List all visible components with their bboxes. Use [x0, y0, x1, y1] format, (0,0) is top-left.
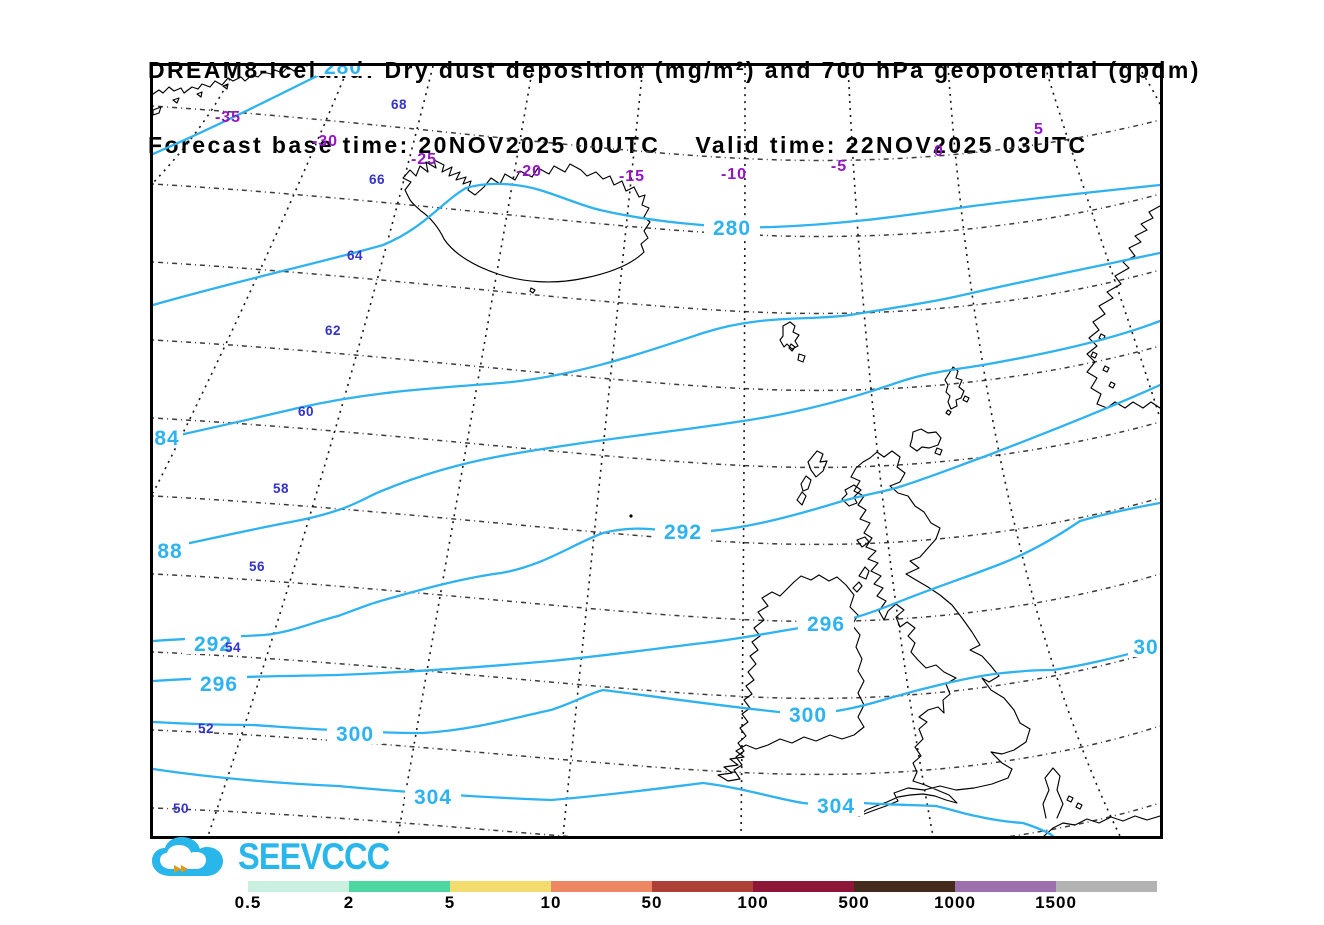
contour-label-280: 280 — [713, 217, 751, 240]
chart-title-line2: Forecast base time: 20NOV2025 00UTC Vali… — [148, 132, 1088, 158]
cotentin-coast — [1042, 767, 1064, 819]
contour-label-288: 88 — [157, 540, 182, 563]
lon-label--25: -25 — [411, 151, 437, 168]
colorbar-segment — [854, 881, 955, 892]
faroe-islands-coast — [779, 321, 806, 363]
contour-label-292-west: 292 — [194, 633, 232, 656]
colorbar-tick-label: 10 — [540, 893, 562, 912]
contour-280-north — [153, 66, 339, 156]
contour-284 — [173, 251, 1160, 438]
lat-label-56: 56 — [249, 559, 265, 574]
contour-label-280-top: 280 — [324, 66, 362, 79]
contour-labels: 280 280 84 88 292 296 300 304 292 296 30… — [154, 66, 1158, 818]
contour-304 — [153, 767, 1055, 836]
contour-label-304-west: 304 — [414, 786, 452, 809]
orkney-coast — [909, 428, 943, 456]
coastlines — [153, 66, 1160, 836]
contour-label-304: 304 — [817, 795, 855, 818]
colorbar-tick-label: 5 — [444, 893, 456, 912]
colorbar-tick-label: 2 — [343, 893, 355, 912]
contour-292 — [153, 383, 1160, 643]
lon-label--10: -10 — [721, 166, 747, 183]
lat-label-52: 52 — [198, 721, 214, 736]
lat-label-60: 60 — [298, 404, 314, 419]
chart-title-line1: DREAM8-Iceland: Dry dust deposition (mg/… — [148, 57, 1201, 83]
colorbar-tick-label: 50 — [641, 893, 663, 912]
lon-label-5: 5 — [1034, 121, 1044, 138]
colorbar-segment — [551, 881, 652, 892]
lat-label-68: 68 — [391, 97, 407, 112]
colorbar-segment — [450, 881, 551, 892]
colorbar-labels: 0.5 2 5 10 50 100 500 1000 1500 — [235, 893, 1157, 915]
colorbar-tick-label: 1000 — [934, 893, 976, 912]
colorbar-tick-label: 100 — [737, 893, 769, 912]
colorbar-segment — [753, 881, 854, 892]
colorbar-segment — [955, 881, 1056, 892]
lat-label-50: 50 — [173, 801, 189, 816]
iceland-coast — [402, 159, 651, 283]
lon-label--15: -15 — [619, 168, 645, 185]
ireland-coast — [717, 574, 865, 782]
lat-label-64: 64 — [347, 248, 363, 263]
map-panel: 280 280 84 88 292 296 300 304 292 296 30… — [150, 63, 1163, 839]
greenland-coast — [153, 66, 308, 95]
contour-label-300: 300 — [789, 704, 827, 727]
contour-label-300-west: 300 — [336, 723, 374, 746]
hebrides-coast — [796, 450, 870, 593]
colorbar-segments — [248, 881, 1157, 892]
longitude-labels: -35 -30 -25 -20 -15 -10 -5 0 5 — [215, 109, 1044, 185]
lat-label-58: 58 — [273, 481, 289, 496]
rockall-islet — [629, 514, 633, 518]
lat-label-66: 66 — [369, 172, 385, 187]
contour-label-284: 84 — [154, 427, 179, 450]
lon-label--20: -20 — [516, 163, 542, 180]
weather-map: 280 280 84 88 292 296 300 304 292 296 30… — [153, 66, 1160, 836]
seevccc-logo: SEEVCCC — [150, 836, 410, 878]
seevccc-cloud-icon — [152, 837, 223, 876]
colorbar-tick-label: 0.5 — [234, 893, 262, 912]
logo-arrow-icon — [174, 865, 188, 873]
colorbar-segment — [652, 881, 753, 892]
lon-label--35: -35 — [215, 109, 241, 126]
colorbar-segment — [248, 881, 349, 892]
contour-288 — [153, 319, 1160, 553]
colorbar-segment — [349, 881, 450, 892]
longitude-gridlines — [153, 66, 1160, 836]
colorbar-tick-label: 1500 — [1035, 893, 1077, 912]
chart-title: DREAM8-Iceland: Dry dust deposition (mg/… — [148, 8, 1201, 183]
lat-label-62: 62 — [325, 323, 341, 338]
geopotential-contours — [153, 66, 1160, 836]
contour-280 — [153, 182, 1160, 307]
latitude-labels: 68 66 64 62 60 58 56 54 52 50 — [173, 97, 407, 816]
contour-label-300-east-clipped: 30 — [1133, 636, 1158, 659]
lat-label-54: 54 — [225, 640, 241, 655]
lon-label--30: -30 — [312, 133, 338, 150]
contour-label-boxes — [153, 66, 1160, 816]
colorbar-tick-label: 500 — [838, 893, 870, 912]
latitude-gridlines — [153, 105, 1160, 836]
lon-label-0: 0 — [934, 143, 944, 160]
logo-text: SEEVCCC — [238, 836, 390, 877]
france-coast — [1043, 815, 1160, 836]
colorbar-segment — [1056, 881, 1157, 892]
contour-label-296: 296 — [807, 613, 845, 636]
contour-296 — [153, 501, 1160, 683]
contour-300 — [153, 644, 1160, 735]
contour-label-296-west: 296 — [200, 673, 238, 696]
lon-label--5: -5 — [831, 158, 847, 175]
great-britain-coast — [850, 450, 1031, 817]
shetland-coast — [944, 366, 970, 416]
contour-label-292: 292 — [664, 521, 702, 544]
